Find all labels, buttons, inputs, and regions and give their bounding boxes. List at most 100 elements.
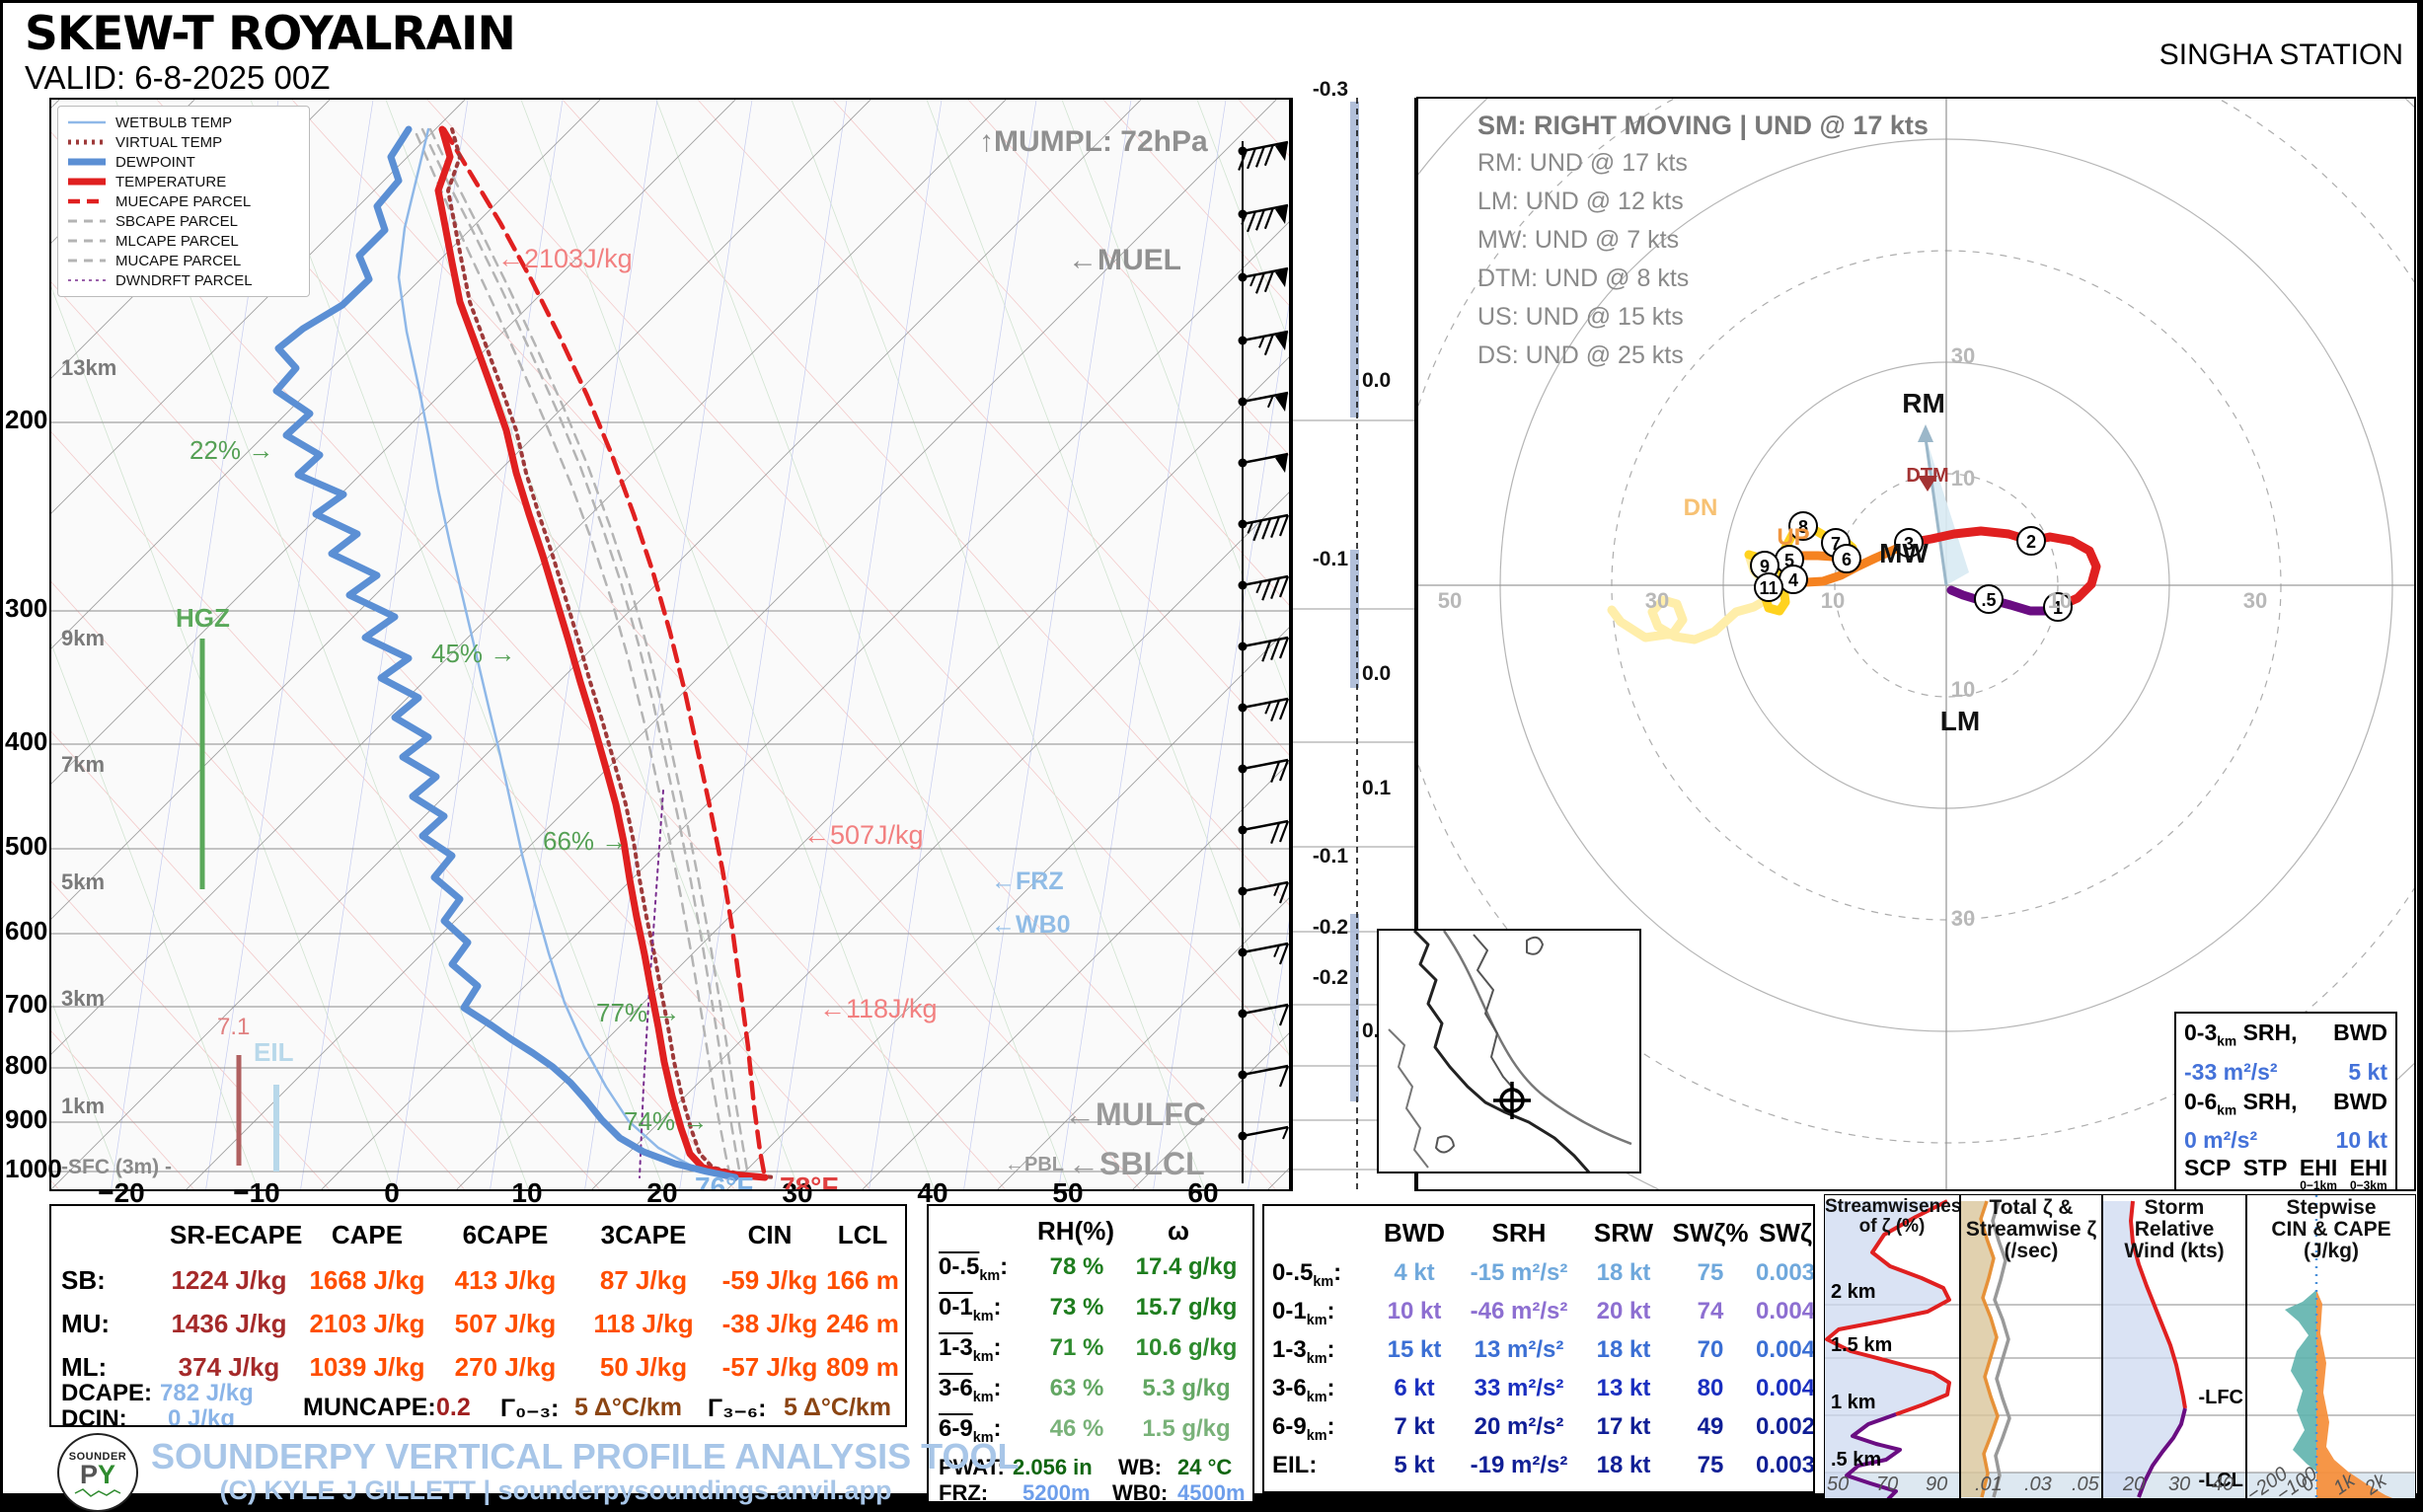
srh-0-6-label: 0-6km SRH, — [2184, 1088, 2298, 1118]
rh-22-label: 22% → — [189, 435, 274, 465]
hodo-label-rm: RM — [1902, 388, 1945, 418]
skewt-legend: WETBULB TEMP VIRTUAL TEMP DEWPOINT TEMPERAT… — [57, 106, 310, 297]
legend-label: WETBULB TEMP — [115, 113, 233, 131]
rh-value: 46 % — [1049, 1415, 1104, 1442]
wind-barb — [1238, 452, 1289, 473]
legend-line-sample — [68, 178, 106, 186]
footer-credit: (C) KYLE J GILLETT | sounderpysoundings.… — [219, 1475, 892, 1505]
storm-motion-block: SM: RIGHT MOVING | UND @ 17 kts RM: UND … — [1477, 111, 1929, 380]
thermo-table: SR-ECAPE CAPE 6CAPE 3CAPE CIN LCL SB: 1224 J/kg… — [49, 1204, 907, 1427]
dcape-label: DCAPE: — [61, 1380, 153, 1406]
legend-line-sample — [68, 259, 106, 263]
mini-panel-title: Total ζ & Streamwise ζ (/sec) — [1965, 1196, 2097, 1263]
mini-ylabel: 2 km — [1831, 1281, 1876, 1303]
legend-item: MLCAPE PARCEL — [66, 231, 301, 251]
omega-value: -0.2 — [1312, 966, 1348, 989]
legend-item: DEWPOINT — [66, 152, 301, 172]
kinematics-value: 75 — [1697, 1452, 1724, 1478]
wind-barb — [1238, 1125, 1289, 1141]
muecape-parcel-curve — [441, 126, 768, 1180]
srh-0-6-header: 0-6km SRH, BWD — [2184, 1087, 2387, 1126]
pressure-tick-label: 200 — [5, 405, 48, 434]
thermo-header: SR-ECAPE — [170, 1220, 303, 1249]
pressure-tick-label: 700 — [5, 989, 48, 1019]
sounderpy-logo: SOUNDER PY — [57, 1433, 138, 1512]
mini-panel-2: Storm Relative Wind (kts) 20 30 40 -LFC -LCL — [2102, 1194, 2246, 1499]
mini-panel-title: Streamwiseness of ζ (%) — [1825, 1196, 1960, 1237]
svg-text:9: 9 — [1760, 557, 1770, 576]
svg-text:2: 2 — [2026, 532, 2036, 552]
muel-label: ←MUEL — [1068, 244, 1181, 276]
kinematics-value: 0.004 — [1755, 1336, 1815, 1363]
index-column: SCP0 — [2184, 1157, 2231, 1189]
height-label: 9km — [61, 626, 106, 650]
kinematics-value: -15 m²/s² — [1470, 1259, 1568, 1286]
dcin-value: 0 J/kg — [168, 1405, 236, 1427]
frz-table-label: FRZ: — [939, 1480, 989, 1503]
svg-text:5: 5 — [1784, 551, 1794, 570]
page-title: SKEW-T ROYALRAIN — [25, 7, 516, 61]
index-header: EHI — [2299, 1155, 2338, 1181]
srh-0-3-values: -33 m²/s² 5 kt — [2184, 1058, 2387, 1085]
logo-text-py: PY — [79, 1460, 116, 1489]
kinematics-value: 75 — [1697, 1259, 1724, 1286]
kinematics-value: -46 m²/s² — [1470, 1298, 1568, 1324]
temp-tick-label: −20 — [98, 1177, 145, 1208]
kinematics-value: 0.002 — [1755, 1413, 1815, 1440]
wind-barb — [1238, 880, 1290, 904]
mixing-ratio-value: 1.5 g/kg — [1142, 1415, 1231, 1442]
legend-item: VIRTUAL TEMP — [66, 132, 301, 152]
pressure-tick-label: 300 — [5, 593, 48, 623]
frz-value: 5200m — [1022, 1480, 1091, 1503]
level-label: -LCL — [2198, 1470, 2243, 1491]
kinematics-header: SRW — [1593, 1218, 1654, 1247]
omega-value: -0.1 — [1312, 845, 1348, 868]
wind-barb — [1238, 140, 1289, 171]
pwat-value: 2.056 in — [1013, 1455, 1093, 1479]
kinematics-value: 18 kt — [1596, 1452, 1651, 1478]
mini-tick-label: .05 — [2072, 1474, 2099, 1495]
kinematics-value: 0.003 — [1755, 1259, 1815, 1286]
kinematics-value: 17 kt — [1596, 1413, 1651, 1440]
kinematics-row-label: EIL: — [1272, 1452, 1318, 1478]
height-label: 5km — [61, 869, 106, 894]
srh-0-3-header: 0-3km SRH, BWD — [2184, 1018, 2387, 1057]
height-label: 13km — [61, 355, 117, 380]
kinematics-row-label: 6-9km: — [1272, 1413, 1335, 1444]
height-label: 7km — [61, 752, 106, 777]
svg-text:4: 4 — [1788, 570, 1798, 590]
omega-value: 0.0 — [1362, 369, 1392, 392]
mini-panel-plot — [2247, 1195, 2415, 1498]
mini-panel-0: Streamwiseness of ζ (%) 50 70 90 2 km 1.5 km 1… — [1824, 1194, 1960, 1499]
hodo-label-30: 30 — [1645, 588, 1669, 613]
hodograph-plot: 8 76 594 11 3 2 .5 1 RM LM MW DTM DN UP 10 10 30 10 10 30 30… — [1418, 99, 2414, 1189]
mini-tick-label: 90 — [1926, 1474, 1948, 1495]
mini-tick-label: 30 — [2168, 1474, 2191, 1495]
thermo-header: CIN — [747, 1220, 793, 1249]
mumpl-label: ↑MUMPL: 72hPa — [979, 125, 1208, 158]
thermo-value: 1668 J/kg — [309, 1265, 425, 1295]
thermo-value: -59 J/kg — [721, 1265, 818, 1295]
height-marker-2: 2 — [2016, 526, 2046, 556]
rh-77-label: 77% → — [596, 998, 681, 1027]
mixing-ratio-value: 17.4 g/kg — [1135, 1253, 1238, 1280]
thermo-value: 246 m — [826, 1309, 899, 1338]
index-sub: 0−1km — [2300, 1178, 2337, 1191]
sfc-label: -SFC (3m) - — [61, 1156, 172, 1178]
legend-item: WETBULB TEMP — [66, 113, 301, 132]
temperature-curve — [434, 125, 769, 1181]
cape-118-label: ←118J/kg — [819, 994, 938, 1023]
mucape-parcel-curve — [420, 127, 742, 1177]
kinematics-value: 20 m²/s² — [1474, 1413, 1564, 1440]
omega-header: ω — [1168, 1216, 1189, 1246]
height-marker-9: 9 — [1750, 551, 1779, 580]
omega-value: 0.1 — [1362, 777, 1392, 799]
storm-motion-line: DS: UND @ 25 kts — [1477, 341, 1684, 369]
temp-tick-label: 0 — [384, 1177, 400, 1208]
mini-panel-3: Stepwise CIN & CAPE (J/kg) −200 −100 0 1k 2k — [2246, 1194, 2416, 1499]
lapse-3-6-label: Γ₃₋₆: — [708, 1395, 767, 1422]
mini-tick-label: 70 — [1876, 1474, 1899, 1495]
lapse-3-6-value: 5 Δ°C/km — [784, 1394, 892, 1421]
